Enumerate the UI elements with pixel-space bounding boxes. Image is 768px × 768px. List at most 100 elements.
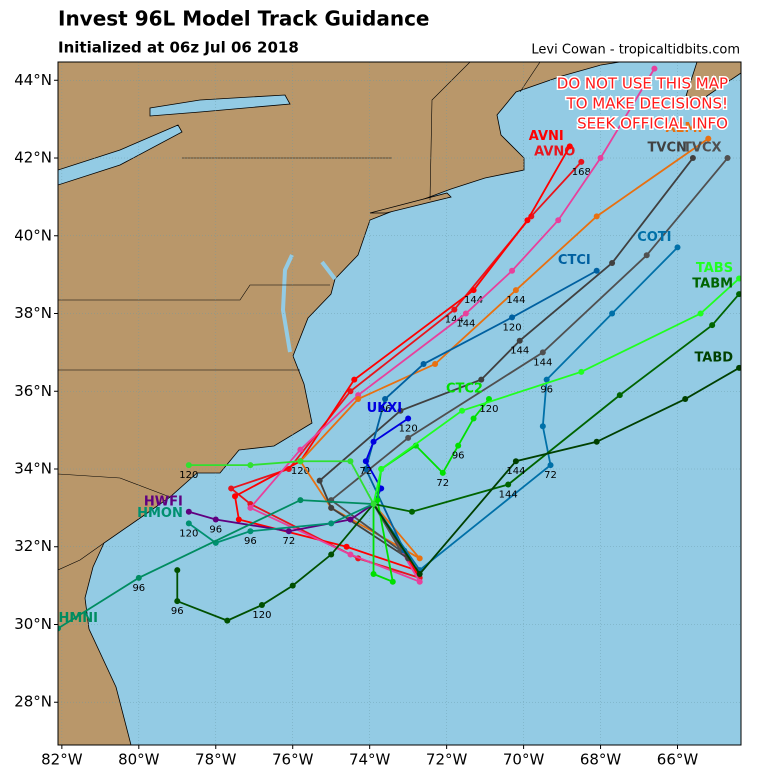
track-point [470,287,477,294]
model-name: AVNI [529,129,564,144]
map-area: 144168AVNO120144AVNI144144AEMI144TVCN144… [58,62,741,745]
forecast-hour: 120 [503,322,522,333]
track-point [420,361,427,368]
track-point [736,275,741,282]
track-point [382,396,389,403]
y-tick-label: 36°N [14,382,52,400]
x-tick-label: 78°W [195,751,237,768]
x-tick-label: 68°W [580,751,622,768]
track-point [462,310,469,317]
track-point [709,322,716,329]
track-point [416,578,423,585]
track-point [555,217,562,224]
track-point [232,493,239,500]
track-point [643,252,650,259]
lake-ontario [149,94,291,117]
track-point [405,434,412,441]
track-point [416,555,423,562]
forecast-hour: 120 [479,404,498,415]
y-tick-label: 38°N [14,304,52,322]
track-point [343,543,350,550]
forecast-hour: 144 [533,357,552,368]
x-tick-label: 66°W [657,751,699,768]
land [58,62,621,745]
track-point [185,462,192,469]
track-point [347,388,354,395]
track-point [578,158,585,165]
track-point [297,497,304,504]
track-point [351,376,358,383]
forecast-hour: 144 [445,315,464,326]
track-point [578,368,585,375]
track-point [616,392,623,399]
track-point [362,466,369,473]
track-point [455,442,462,449]
track-point [459,407,466,414]
track-point [539,349,546,356]
model-name: AEMI [666,121,703,136]
model-name: TVCX [683,141,722,156]
track-point [724,155,731,162]
track-point [58,625,61,632]
track-point [405,415,412,422]
track-point [355,396,362,403]
forecast-hour: 72 [359,466,372,477]
track-line [372,277,740,505]
x-tick-label: 72°W [426,751,468,768]
forecast-hour: 120 [291,466,310,477]
y-tick-label: 32°N [14,537,52,555]
track-point [736,364,741,371]
land-long-island [369,192,452,214]
x-tick-label: 80°W [118,751,160,768]
track-point [516,337,523,344]
forecast-hour: 144 [510,346,529,357]
forecast-hour: 144 [464,295,483,306]
track-point [432,361,439,368]
track-point [593,213,600,220]
track-point [135,574,142,581]
y-tick-label: 40°N [14,226,52,244]
track-point [328,504,335,511]
track-point [247,528,254,535]
track-point [593,267,600,274]
frame [57,61,742,746]
track-point [389,578,396,585]
track-point [297,446,304,453]
model-name: HMON [137,506,183,521]
x-tick-label: 82°W [41,751,83,768]
forecast-hour: 120 [252,610,271,621]
model-name: TVCN [648,141,687,156]
track-line [234,145,571,572]
track-point [736,291,741,298]
forecast-hour: 120 [399,423,418,434]
track-point [451,306,458,313]
forecast-hour: 96 [452,451,465,462]
forecast-hour: 96 [379,404,392,415]
track-point [235,516,242,523]
model-name: CTCI [558,253,591,268]
axes: 82°W 80°W 78°W 76°W 74°W 72°W 70°W 68°W 66°W 28°N… [14,71,698,768]
track-point [512,458,519,465]
model-name: UKXI [367,401,403,416]
forecast-hour: 72 [544,470,557,481]
model-name: HMNI [58,611,98,626]
track-point [609,310,616,317]
credit: Levi Cowan - tropicaltidbits.com [531,43,740,58]
warning-line: DO NOT USE THIS MAP [557,75,728,93]
track-point [247,504,254,511]
track-point [689,155,696,162]
track-point [439,469,446,476]
track-line [229,161,582,580]
track-point [705,135,712,142]
forecast-hour: 120 [179,528,198,539]
track-point [370,438,377,445]
forecast-hour: 96 [244,536,257,547]
track-point [512,287,519,294]
forecast-hour: 144 [499,490,518,501]
track-point [224,617,231,624]
model-name: COTI [637,230,671,245]
track-point [539,423,546,430]
forecast-hour: 72 [436,478,449,489]
x-tick-label: 70°W [503,751,545,768]
